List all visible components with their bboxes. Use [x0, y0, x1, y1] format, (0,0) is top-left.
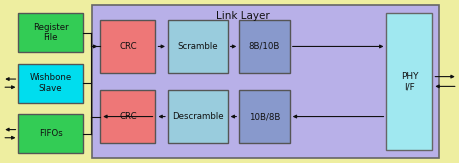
Text: Wishbone
Slave: Wishbone Slave	[29, 73, 72, 93]
Text: Link Layer: Link Layer	[215, 11, 269, 21]
Bar	[18, 64, 83, 103]
Text: FIFOs: FIFOs	[39, 129, 62, 138]
Bar	[239, 20, 289, 73]
Bar	[100, 20, 155, 73]
Bar	[18, 13, 83, 52]
Text: Register
File: Register File	[33, 23, 68, 42]
Text: CRC: CRC	[119, 112, 136, 121]
Text: CRC: CRC	[119, 42, 136, 51]
Text: 10B/8B: 10B/8B	[248, 112, 280, 121]
Text: Descramble: Descramble	[172, 112, 223, 121]
Text: PHY
I/F: PHY I/F	[400, 72, 417, 91]
Bar	[168, 20, 227, 73]
Text: Scramble: Scramble	[177, 42, 218, 51]
Bar	[168, 90, 227, 143]
Bar	[18, 114, 83, 153]
Bar	[239, 90, 289, 143]
Bar	[386, 13, 431, 150]
Bar	[100, 90, 155, 143]
Bar	[92, 5, 438, 158]
Text: 8B/10B: 8B/10B	[248, 42, 280, 51]
